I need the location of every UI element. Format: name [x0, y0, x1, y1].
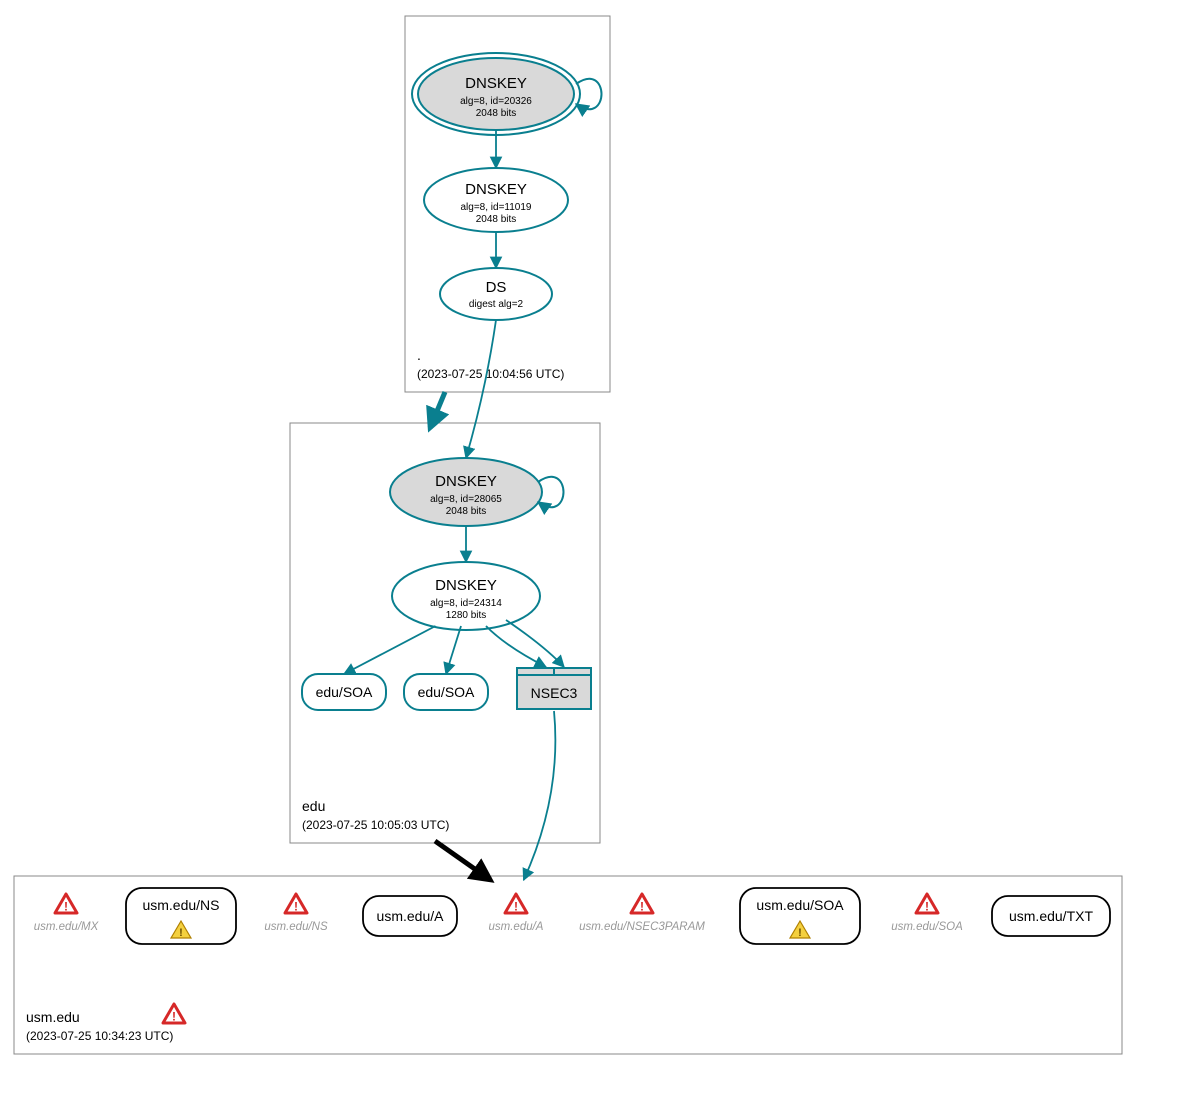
svg-text:DNSKEY: DNSKEY [465, 75, 527, 92]
svg-text:alg=8, id=11019: alg=8, id=11019 [461, 202, 532, 213]
node-usm-a: usm.edu/A [363, 896, 457, 936]
ghost-record: ! usm.edu/A [489, 894, 544, 933]
svg-text:2048 bits: 2048 bits [476, 214, 517, 225]
zone-label: usm.edu [26, 1009, 80, 1025]
ghost-record: ! usm.edu/NS [264, 894, 328, 933]
zone-timestamp: (2023-07-25 10:04:56 UTC) [417, 367, 564, 381]
node-usm-txt: usm.edu/TXT [992, 896, 1110, 936]
node-root-ksk: DNSKEY alg=8, id=203262048 bits [412, 53, 602, 135]
ghost-label: usm.edu/SOA [891, 921, 963, 933]
svg-text:alg=8, id=24314: alg=8, id=24314 [430, 598, 502, 609]
svg-text:2048 bits: 2048 bits [446, 506, 487, 517]
ghost-label: usm.edu/NSEC3PARAM [579, 921, 705, 933]
svg-text:edu/SOA: edu/SOA [316, 684, 373, 700]
svg-text:DS: DS [486, 279, 507, 296]
zone-label: edu [302, 798, 325, 814]
error-icon: ! [631, 894, 653, 914]
svg-text:alg=8, id=20326: alg=8, id=20326 [460, 96, 532, 107]
svg-text:alg=8, id=28065: alg=8, id=28065 [430, 494, 502, 505]
ghost-record: ! usm.edu/SOA [891, 894, 963, 933]
svg-text:!: ! [64, 900, 68, 914]
svg-text:DNSKEY: DNSKEY [435, 473, 497, 490]
svg-text:NSEC3: NSEC3 [531, 685, 578, 701]
error-icon: ! [916, 894, 938, 914]
svg-text:usm.edu/TXT: usm.edu/TXT [1009, 908, 1093, 924]
error-icon: ! [505, 894, 527, 914]
zone-timestamp: (2023-07-25 10:34:23 UTC) [26, 1029, 173, 1043]
svg-text:DNSKEY: DNSKEY [465, 181, 527, 198]
node-nsec3: NSEC3 [517, 668, 591, 709]
error-icon: ! [163, 1004, 185, 1024]
ghost-record: ! usm.edu/MX [34, 894, 100, 933]
svg-text:2048 bits: 2048 bits [476, 108, 517, 119]
ghost-label: usm.edu/A [489, 921, 544, 933]
node-root-ds: DS digest alg=2 [440, 268, 552, 320]
svg-text:digest alg=2: digest alg=2 [469, 299, 524, 310]
dnssec-graph: . (2023-07-25 10:04:56 UTC) edu (2023-07-25… [0, 0, 1180, 1108]
error-icon: ! [55, 894, 77, 914]
zone-label: . [417, 347, 421, 363]
error-icon: ! [285, 894, 307, 914]
svg-text:!: ! [640, 900, 644, 914]
svg-text:!: ! [798, 927, 802, 939]
node-edu-zsk: DNSKEY alg=8, id=243141280 bits [392, 562, 540, 630]
svg-text:usm.edu/A: usm.edu/A [377, 908, 445, 924]
svg-text:!: ! [925, 900, 929, 914]
node-root-zsk: DNSKEY alg=8, id=110192048 bits [424, 168, 568, 232]
svg-text:1280 bits: 1280 bits [446, 610, 487, 621]
svg-text:!: ! [179, 927, 183, 939]
svg-text:edu/SOA: edu/SOA [418, 684, 475, 700]
node-usm-soa: usm.edu/SOA! [740, 888, 860, 944]
zone-timestamp: (2023-07-25 10:05:03 UTC) [302, 818, 449, 832]
node-usm-ns: usm.edu/NS! [126, 888, 236, 944]
node-edu-soa1: edu/SOA [302, 674, 386, 710]
svg-text:!: ! [294, 900, 298, 914]
node-edu-ksk: DNSKEY alg=8, id=280652048 bits [390, 458, 564, 526]
node-edu-soa2: edu/SOA [404, 674, 488, 710]
svg-text:usm.edu/NS: usm.edu/NS [142, 897, 219, 913]
svg-text:!: ! [514, 900, 518, 914]
ghost-label: usm.edu/NS [264, 921, 328, 933]
svg-text:usm.edu/SOA: usm.edu/SOA [756, 897, 844, 913]
svg-text:!: ! [172, 1010, 176, 1024]
ghost-record: ! usm.edu/NSEC3PARAM [579, 894, 705, 933]
svg-text:DNSKEY: DNSKEY [435, 577, 497, 594]
ghost-label: usm.edu/MX [34, 921, 100, 933]
